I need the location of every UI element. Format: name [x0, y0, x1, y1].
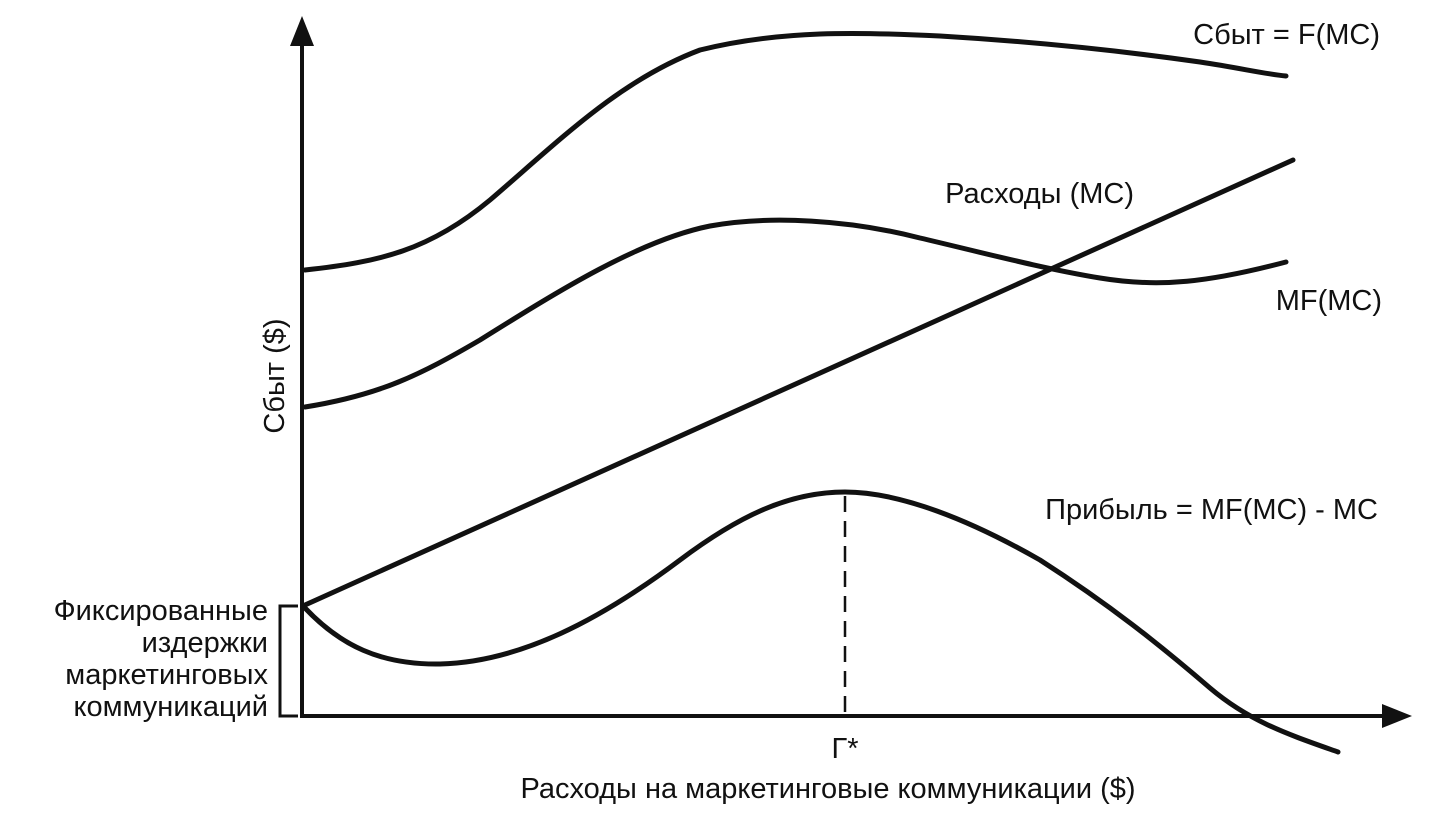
- x-axis-arrow: [1382, 704, 1412, 728]
- expenses-line-label: Расходы (MC): [945, 178, 1134, 210]
- fixed-costs-label-line-2: издержки: [142, 627, 268, 659]
- fixed-costs-bracket: [278, 604, 298, 718]
- sales-curve: [302, 30, 1289, 273]
- margin-curve-label: MF(MC): [1276, 285, 1382, 317]
- sales-curve-label: Сбыт = F(MC): [1193, 19, 1380, 51]
- fixed-costs-label-line-3: маркетинговых: [65, 659, 268, 691]
- expenses-line: [302, 157, 1296, 608]
- profit-curve-label: Прибыль = MF(MC) - MC: [1045, 494, 1378, 526]
- fixed-costs-label-line-4: коммуникаций: [73, 691, 268, 723]
- profit-curve: [302, 489, 1341, 755]
- y-axis-label: Сбыт ($): [259, 318, 291, 433]
- y-axis-arrow: [290, 16, 314, 46]
- optimum-marker-label: Г*: [832, 733, 859, 765]
- fixed-costs-label-line-1: Фиксированные: [54, 595, 268, 627]
- margin-curve: [302, 217, 1289, 410]
- x-axis-label: Расходы на маркетинговые коммуникации ($…: [520, 773, 1135, 805]
